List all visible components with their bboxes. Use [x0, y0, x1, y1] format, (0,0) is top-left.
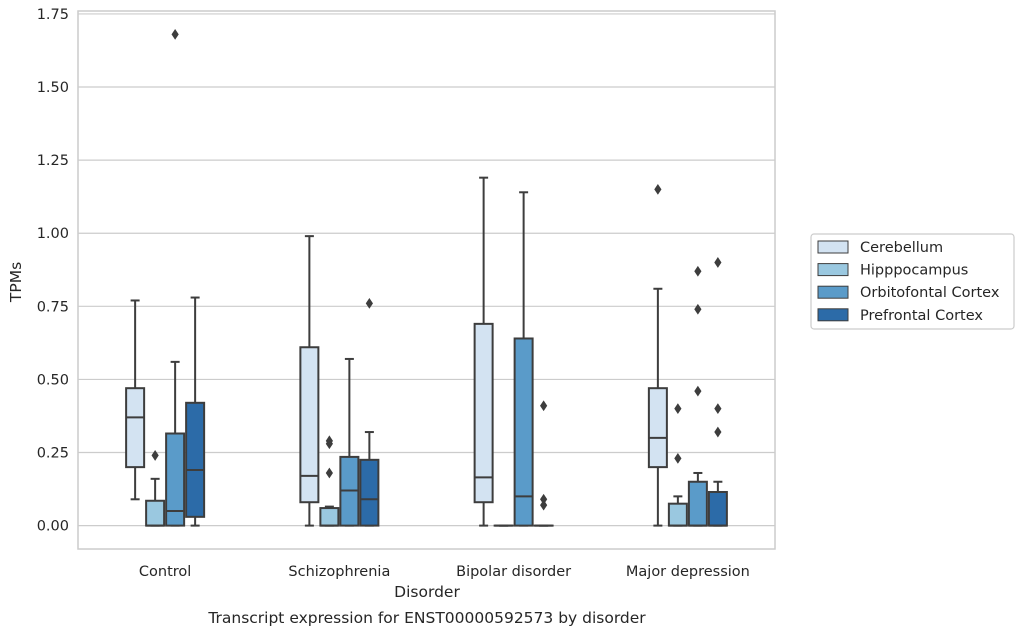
outlier-point	[172, 29, 179, 40]
outlier-point	[674, 403, 681, 414]
y-tick-label: 0.50	[37, 372, 69, 388]
outlier-point	[694, 386, 701, 397]
box-0-3	[649, 184, 667, 526]
box-0-0	[126, 300, 144, 499]
legend-swatch	[818, 286, 848, 298]
legend-swatch	[818, 241, 848, 253]
x-axis-ticks: Control Schizophrenia Bipolar disorder Majo…	[139, 564, 750, 580]
box-body	[475, 324, 493, 502]
legend-label: Cerebellum	[860, 240, 943, 256]
box-3-0	[186, 298, 204, 526]
x-tick-label: Bipolar disorder	[456, 564, 571, 580]
box-1-1	[320, 435, 338, 525]
box-2-0	[166, 29, 184, 526]
box-3-3	[709, 257, 727, 526]
box-2-1	[340, 359, 358, 526]
box-body	[146, 501, 164, 526]
x-tick-label: Major depression	[626, 564, 750, 580]
plot-marks	[126, 29, 727, 526]
box-1-0	[146, 450, 164, 526]
box-body	[186, 403, 204, 517]
box-body	[669, 504, 687, 526]
y-axis-ticks: 0.00 0.25 0.50 0.75 1.00 1.25 1.50 1.75	[37, 7, 69, 535]
outlier-point	[326, 468, 333, 479]
outlier-point	[714, 403, 721, 414]
legend-swatch	[818, 309, 848, 321]
box-2-3	[689, 266, 707, 526]
box-body	[320, 508, 338, 526]
outlier-point	[714, 427, 721, 438]
x-tick-label: Schizophrenia	[288, 564, 390, 580]
outlier-point	[694, 266, 701, 277]
box-3-1	[360, 298, 378, 526]
outlier-point	[714, 257, 721, 268]
box-body	[515, 338, 533, 525]
box-0-2	[475, 178, 493, 526]
box-0-1	[300, 236, 318, 525]
outlier-point	[674, 453, 681, 464]
x-tick-label: Control	[139, 564, 191, 580]
box-body	[649, 388, 667, 467]
y-tick-label: 1.00	[37, 226, 69, 242]
box-body	[300, 347, 318, 502]
outlier-point	[540, 494, 547, 505]
y-tick-label: 1.75	[37, 7, 69, 23]
legend-label: Hipppocampus	[860, 263, 968, 279]
y-tick-label: 0.00	[37, 519, 69, 535]
y-tick-label: 1.25	[37, 153, 69, 169]
y-axis-label: TPMs	[7, 262, 25, 303]
outlier-point	[152, 450, 159, 461]
outlier-point	[540, 400, 547, 411]
box-1-3	[669, 403, 687, 525]
box-body	[709, 492, 727, 526]
legend-swatch	[818, 264, 848, 276]
box-2-2	[515, 192, 533, 525]
outlier-point	[654, 184, 661, 195]
legend: Cerebellum Hipppocampus Orbitofontal Corte…	[811, 234, 1014, 329]
legend-label: Orbitofontal Cortex	[860, 285, 1000, 301]
box-body	[360, 460, 378, 526]
box-3-2	[535, 400, 553, 525]
outlier-point	[694, 304, 701, 315]
legend-label: Prefrontal Cortex	[860, 308, 983, 324]
x-axis-label: Disorder	[394, 583, 460, 601]
y-tick-label: 1.50	[37, 80, 69, 96]
y-tick-label: 0.75	[37, 299, 69, 315]
outlier-point	[366, 298, 373, 309]
chart-caption: Transcript expression for ENST0000059257…	[207, 609, 646, 627]
box-body	[689, 482, 707, 526]
y-tick-label: 0.25	[37, 446, 69, 462]
box-body	[126, 388, 144, 467]
